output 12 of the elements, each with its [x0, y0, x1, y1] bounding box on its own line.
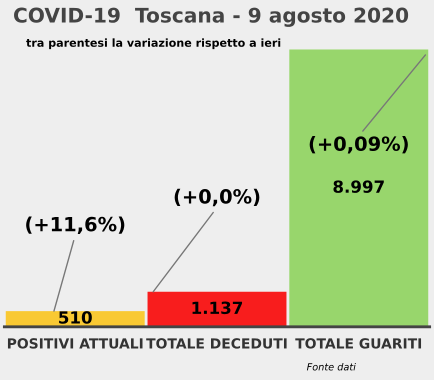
chart-title: COVID-19 Toscana - 9 agosto 2020 [14, 8, 408, 27]
data-label: 510 [59, 311, 92, 324]
annotation: (+11,6%) [26, 216, 124, 234]
x-tick-label: TOTALE DECEDUTI [146, 338, 287, 349]
source-note: Fonte dati [306, 362, 356, 371]
data-label: 8.997 [333, 180, 384, 193]
x-tick-label: TOTALE GUARITI [295, 338, 422, 349]
x-tick-label: POSITIVI ATTUALI [8, 338, 142, 349]
annotation: (+0,0%) [174, 188, 260, 206]
chart-subtitle: tra parentesi la variazione rispetto a ieri [26, 38, 280, 50]
annotation: (+0,09%) [310, 136, 408, 154]
data-label: 1.137 [192, 302, 242, 314]
